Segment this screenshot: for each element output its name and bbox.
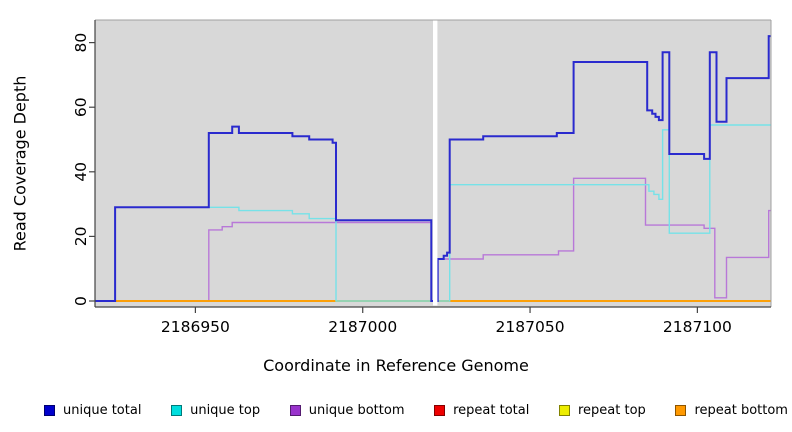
legend-item-unique-bottom: unique bottom <box>289 402 405 418</box>
x-tick-label: 2187000 <box>328 318 397 336</box>
data-gap <box>433 20 438 306</box>
y-tick-label: 20 <box>72 227 90 247</box>
legend-swatch-unique-bottom <box>289 404 301 416</box>
legend-item-repeat-bottom: repeat bottom <box>675 403 788 418</box>
x-tick-label: 2187100 <box>663 318 732 336</box>
legend-item-unique-top: unique top <box>171 403 260 418</box>
y-tick-label: 0 <box>72 296 90 306</box>
legend-item-repeat-top: repeat top <box>559 403 646 418</box>
y-tick-label: 60 <box>72 97 90 117</box>
legend-label: repeat bottom <box>694 402 788 418</box>
legend-swatch-unique-top <box>171 404 183 416</box>
x-axis-title: Coordinate in Reference Genome <box>263 356 529 375</box>
series-unique-bottom <box>95 177 771 302</box>
legend-swatch-repeat-total <box>434 404 446 416</box>
legend-label: unique total <box>63 402 142 418</box>
y-tick-label: 80 <box>72 33 90 53</box>
legend-label: repeat top <box>578 402 646 418</box>
y-tick-label: 40 <box>72 162 90 182</box>
legend-label: unique top <box>190 402 261 418</box>
legend-item-unique-total: unique total <box>44 403 141 418</box>
legend: unique total unique top unique bottom repea… <box>44 399 788 421</box>
legend-item-repeat-total: repeat total <box>434 403 529 418</box>
legend-swatch-repeat-top <box>559 404 570 416</box>
series-unique-total <box>95 35 771 302</box>
x-tick-label: 2186950 <box>161 318 230 336</box>
series-unique-top <box>95 124 771 302</box>
x-tick-label: 2187050 <box>496 318 565 336</box>
legend-label: repeat total <box>453 402 530 418</box>
legend-label: unique bottom <box>308 402 405 418</box>
legend-swatch-repeat-bottom <box>675 404 687 416</box>
y-axis-title: Read Coverage Depth <box>10 75 30 252</box>
legend-swatch-unique-total <box>44 404 55 416</box>
